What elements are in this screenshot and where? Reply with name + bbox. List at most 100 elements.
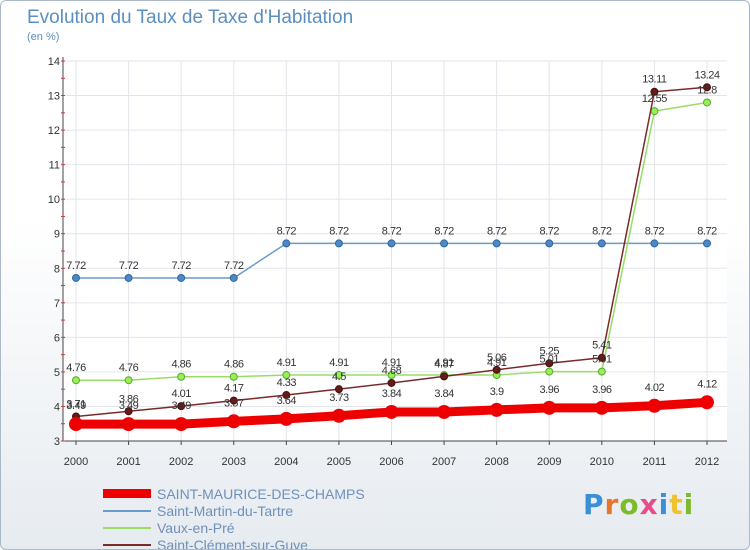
data-label: 7.72 [66, 260, 86, 272]
data-point [545, 367, 554, 376]
logo-letter: i [683, 488, 695, 521]
data-label: 3.49 [66, 400, 86, 412]
logo-letter: P [583, 488, 605, 521]
data-label: 7.72 [119, 260, 139, 272]
data-label: 4.5 [332, 371, 346, 383]
data-label: 3.71 [66, 398, 86, 410]
x-tick-label: 2000 [64, 456, 88, 468]
legend-label: SAINT-MAURICE-DES-CHAMPS [157, 485, 365, 502]
y-tick-label: 6 [54, 332, 60, 344]
x-tick-label: 2010 [590, 456, 614, 468]
data-label: 3.84 [434, 388, 454, 400]
data-label: 3.96 [592, 384, 612, 396]
data-point [597, 239, 606, 248]
legend-swatch [103, 526, 151, 529]
data-label: 8.72 [434, 225, 454, 237]
data-point [387, 378, 396, 387]
legend-label: Vaux-en-Pré [157, 519, 235, 536]
data-point [331, 408, 346, 423]
data-point [282, 391, 291, 400]
y-tick-label: 10 [48, 194, 60, 206]
data-point [650, 107, 659, 116]
y-tick-label: 13 [48, 91, 60, 103]
data-point [229, 273, 238, 282]
data-label: 13.11 [642, 74, 667, 86]
data-point [440, 372, 449, 381]
data-label: 5.25 [540, 345, 560, 357]
data-label: 12.55 [642, 93, 667, 105]
data-point [650, 87, 659, 96]
data-point [545, 359, 554, 368]
legend-item: Saint-Clément-sur-Guye [103, 536, 365, 550]
data-label: 4.12 [697, 378, 717, 390]
x-tick-label: 2009 [537, 456, 561, 468]
data-point [124, 273, 133, 282]
data-label: 3.73 [329, 392, 349, 404]
data-point [279, 411, 294, 426]
data-point [121, 417, 136, 432]
data-point [650, 239, 659, 248]
chart-unit-label: (en %) [27, 31, 60, 43]
data-label: 8.72 [277, 225, 297, 237]
data-point [72, 376, 80, 385]
data-point [492, 365, 501, 374]
data-label: 8.72 [592, 225, 612, 237]
data-label: 4.91 [382, 357, 402, 369]
data-label: 4.17 [224, 383, 244, 395]
data-point [124, 376, 133, 385]
legend-swatch [103, 509, 151, 512]
data-point [489, 402, 504, 417]
data-point [226, 414, 241, 429]
data-point [124, 407, 133, 416]
data-point [334, 385, 343, 394]
data-point [72, 273, 80, 282]
data-label: 8.72 [540, 225, 560, 237]
x-tick-label: 2001 [116, 456, 140, 468]
x-tick-label: 2012 [695, 456, 719, 468]
data-point [440, 239, 449, 248]
data-label: 8.72 [382, 225, 402, 237]
data-label: 5.01 [592, 354, 612, 366]
data-label: 4.76 [119, 362, 139, 374]
data-point [174, 417, 189, 432]
legend-item: SAINT-MAURICE-DES-CHAMPS [103, 485, 365, 502]
legend-swatch [103, 489, 151, 498]
logo-letter: x [639, 488, 659, 521]
data-label: 4.91 [487, 357, 507, 369]
x-tick-label: 2006 [379, 456, 403, 468]
legend-label: Saint-Clément-sur-Guye [157, 536, 308, 550]
data-label: 3.49 [119, 400, 139, 412]
data-label: 13.24 [694, 69, 719, 81]
data-label: 3.96 [540, 384, 560, 396]
data-point [542, 400, 557, 415]
data-point [334, 371, 343, 380]
data-point [387, 371, 396, 380]
y-tick-label: 12 [48, 125, 60, 137]
data-label: 4.33 [277, 377, 297, 389]
x-tick-label: 2008 [484, 456, 508, 468]
x-tick-label: 2002 [169, 456, 193, 468]
data-label: 5.01 [540, 354, 560, 366]
y-tick-label: 5 [54, 367, 60, 379]
data-point [282, 239, 291, 248]
y-tick-label: 4 [54, 401, 60, 413]
chart-title: Evolution du Taux de Taxe d'Habitation [27, 7, 354, 28]
data-point [387, 239, 396, 248]
data-point [597, 353, 606, 362]
data-point [69, 417, 83, 432]
x-tick-label: 2011 [643, 456, 667, 468]
logo-letter: o [619, 488, 640, 521]
data-point [282, 371, 291, 380]
data-point [384, 404, 399, 419]
y-tick-label: 3 [54, 436, 60, 448]
data-point [594, 400, 609, 415]
data-point [647, 398, 662, 413]
data-label: 3.84 [382, 388, 402, 400]
x-tick-label: 2005 [327, 456, 351, 468]
legend-swatch [103, 543, 151, 546]
data-label: 8.72 [487, 225, 507, 237]
logo-letter: t [669, 488, 684, 521]
y-tick-label: 7 [54, 298, 60, 310]
